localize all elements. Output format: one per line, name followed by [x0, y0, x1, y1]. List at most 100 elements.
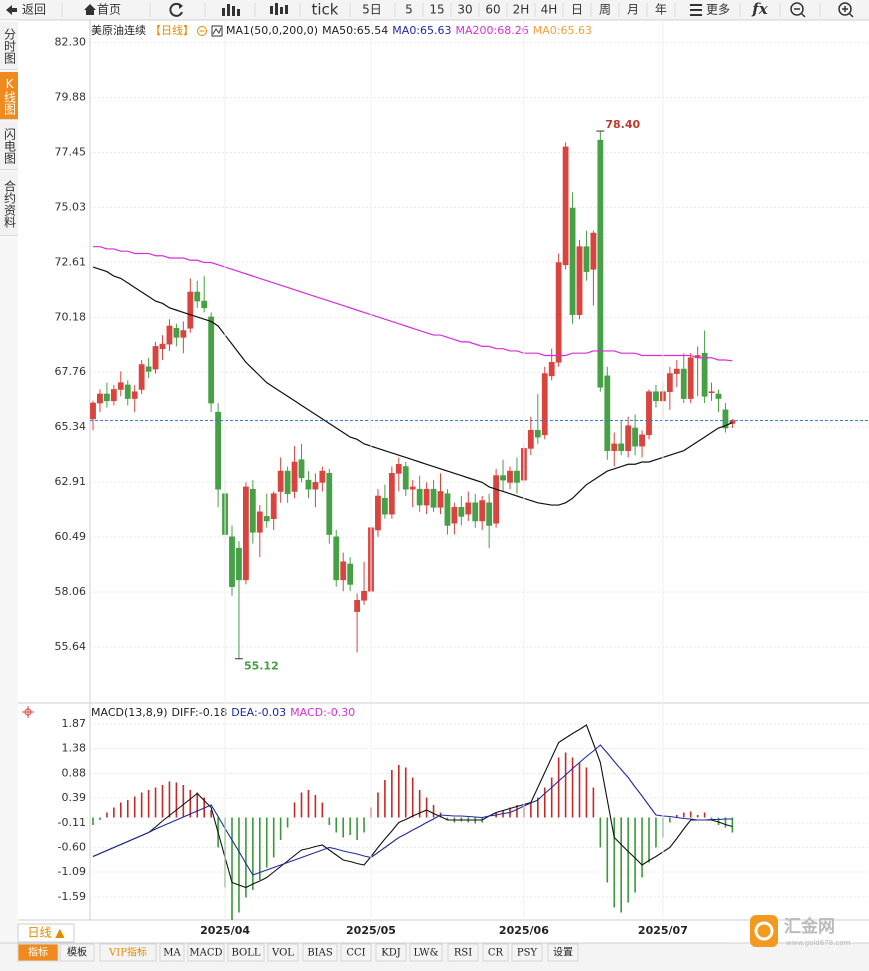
indicator-tab[interactable] — [511, 943, 543, 962]
indicator-tab[interactable] — [340, 943, 372, 962]
candle-body — [611, 443, 618, 451]
indicator-tab-label[interactable]: BIAS — [307, 948, 333, 959]
indicator-tab-label[interactable]: 设置 — [553, 947, 573, 959]
candle-body — [715, 393, 722, 399]
candle-body — [110, 389, 117, 402]
candle-body — [291, 461, 298, 492]
indicator-tab-label[interactable]: 模板 — [67, 946, 87, 959]
y-tick-label: 1.38 — [62, 742, 87, 755]
indicator-tab[interactable] — [159, 943, 185, 962]
candle-body — [284, 470, 291, 495]
candle-body — [479, 500, 486, 522]
candle-body — [409, 486, 416, 490]
collapse-icon[interactable] — [197, 26, 207, 36]
zoom-out-icon[interactable] — [790, 2, 806, 18]
toolbar-button[interactable]: 4H — [541, 3, 558, 17]
indicator-tab-label[interactable]: VOL — [271, 948, 294, 959]
candle-body — [451, 507, 458, 524]
toolbar-button[interactable]: 5 — [405, 3, 413, 17]
candle-body — [166, 325, 173, 345]
y-tick-label: -1.09 — [58, 865, 86, 878]
candle-body — [138, 364, 145, 390]
candle-body — [298, 459, 305, 479]
y-tick-label: 75.03 — [55, 200, 87, 213]
candle-body — [618, 443, 625, 451]
toolbar-button[interactable]: 返回 — [22, 3, 46, 17]
indicator-tab[interactable] — [547, 943, 579, 962]
indicator-tab[interactable] — [482, 943, 509, 962]
toolbar-button[interactable]: 5日 — [362, 3, 382, 17]
chart-type-icon[interactable] — [222, 4, 240, 16]
candle-body — [187, 291, 194, 329]
indicator-tab-label[interactable]: KDJ — [381, 948, 401, 959]
zoom-in-icon[interactable] — [838, 2, 854, 18]
indicator-tab[interactable] — [267, 943, 299, 962]
sidebar-tab[interactable]: K线图 — [0, 72, 18, 120]
logo-name: 汇金网 — [784, 916, 835, 937]
sidebar-tab[interactable]: 分时图 — [0, 22, 18, 70]
sidebar-tab[interactable]: 闪电图 — [0, 122, 18, 170]
y-tick-label: -0.11 — [58, 816, 86, 829]
toolbar-button[interactable]: 2H — [513, 3, 530, 17]
indicator-tab-label[interactable]: BOLL — [231, 948, 260, 959]
toolbar-button[interactable]: tick — [312, 1, 339, 19]
candle-body — [472, 502, 479, 522]
indicator-tab-label[interactable]: PSY — [517, 948, 538, 959]
toolbar-button[interactable]: 15 — [429, 3, 444, 17]
toolbar-button[interactable]: 首页 — [97, 3, 121, 17]
indicator-tab-label[interactable]: VIP指标 — [108, 946, 147, 959]
legend-item: 美原油连续 — [91, 23, 146, 37]
back-icon[interactable] — [6, 5, 17, 15]
toolbar-button[interactable]: 60 — [485, 3, 500, 17]
candle-body — [319, 470, 326, 483]
indicator-tab[interactable] — [227, 943, 265, 962]
candle-body — [201, 300, 208, 309]
candle-body — [208, 316, 215, 404]
candle-body — [236, 547, 242, 581]
toolbar-button[interactable]: 年 — [655, 3, 667, 17]
toolbar-button[interactable]: fx — [751, 0, 768, 18]
indicator-tab[interactable] — [17, 943, 59, 962]
period-label[interactable]: 日线 ▲ — [27, 926, 65, 940]
indicator-tab[interactable] — [447, 943, 479, 962]
indicator-tab[interactable] — [375, 943, 407, 962]
legend-item: MA50:65.54 — [322, 24, 388, 37]
indicator-tab-label[interactable]: CCI — [346, 948, 365, 959]
candle-body — [97, 393, 103, 404]
indicator-tab-label[interactable]: CR — [488, 948, 504, 959]
candle-body — [437, 491, 444, 508]
legend-item: DIFF:-0.18 — [172, 706, 228, 719]
candle-body — [361, 590, 367, 601]
indicator-tab-label[interactable]: 指标 — [28, 946, 48, 959]
sidebar-tab[interactable]: 合约资料 — [0, 172, 18, 236]
toolbar-button[interactable]: 日 — [571, 3, 583, 17]
toolbar-button[interactable]: 周 — [599, 3, 611, 17]
indicator-tab[interactable] — [59, 943, 95, 962]
indicator-tab-label[interactable]: MACD — [189, 948, 222, 959]
indicator-tab[interactable] — [409, 943, 443, 962]
toolbar-button[interactable]: 月 — [627, 3, 639, 17]
indicator-tab[interactable] — [187, 943, 225, 962]
candle-body — [333, 536, 340, 581]
toolbar-button[interactable]: 30 — [457, 3, 472, 17]
indicator-icon[interactable] — [211, 25, 223, 37]
candle-body — [180, 330, 187, 338]
indicator-tab-label[interactable]: MA — [163, 948, 181, 959]
candle-body — [430, 488, 437, 508]
candle-icon[interactable] — [270, 3, 288, 15]
toolbar-button[interactable]: 更多 — [706, 3, 730, 17]
candle-body — [722, 409, 729, 429]
refresh-icon[interactable] — [169, 2, 183, 17]
logo-badge — [750, 915, 778, 947]
indicator-tab-label[interactable]: RSI — [454, 948, 472, 959]
indicator-tab[interactable] — [302, 943, 338, 962]
legend-item: MACD(13,8,9) — [91, 706, 168, 719]
legend-item: MA1(50,0,200,0) — [226, 24, 318, 37]
period-button[interactable] — [17, 923, 75, 943]
indicator-tab-label[interactable]: LW& — [414, 948, 439, 959]
indicator-tab[interactable] — [99, 943, 157, 962]
menu-icon[interactable] — [690, 4, 702, 16]
indicator-settings-icon[interactable] — [22, 706, 34, 718]
home-icon[interactable] — [84, 4, 96, 15]
